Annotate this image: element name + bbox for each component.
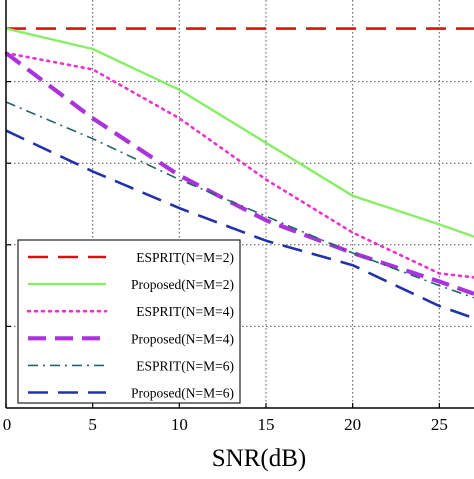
- x-tick-label-5: 25: [431, 415, 448, 434]
- series-line-3: [4, 51, 474, 296]
- axis-ticks: 0 5 10 15 20 25: [3, 80, 448, 434]
- legend-label-5: Proposed(N=M=6): [131, 386, 234, 401]
- legend-label-0: ESPRIT(N=M=2): [136, 250, 234, 265]
- x-axis-label: SNR(dB): [212, 445, 306, 472]
- legend-label-4: ESPRIT(N=M=6): [136, 358, 234, 373]
- x-tick-label-0: 0: [3, 415, 12, 434]
- plot-frame: [5, 0, 474, 409]
- legend-label-2: ESPRIT(N=M=4): [136, 304, 234, 319]
- series-line-1: [5, 27, 474, 238]
- legend-label-3: Proposed(N=M=4): [131, 331, 234, 346]
- x-tick-label-4: 20: [344, 415, 361, 434]
- series-line-4: [5, 101, 474, 299]
- x-tick-label-1: 5: [88, 415, 97, 434]
- legend-box: [17, 239, 241, 404]
- series-line-2: [4, 51, 474, 279]
- series-lines: [4, 27, 474, 320]
- x-tick-label-3: 15: [258, 415, 275, 434]
- legend-label-1: Proposed(N=M=2): [131, 277, 234, 292]
- x-tick-label-2: 10: [171, 415, 188, 434]
- legend: ESPRIT(N=M=2) Proposed(N=M=2) ESPRIT(N=M=4…: [17, 239, 241, 404]
- series-line-5: [5, 129, 474, 320]
